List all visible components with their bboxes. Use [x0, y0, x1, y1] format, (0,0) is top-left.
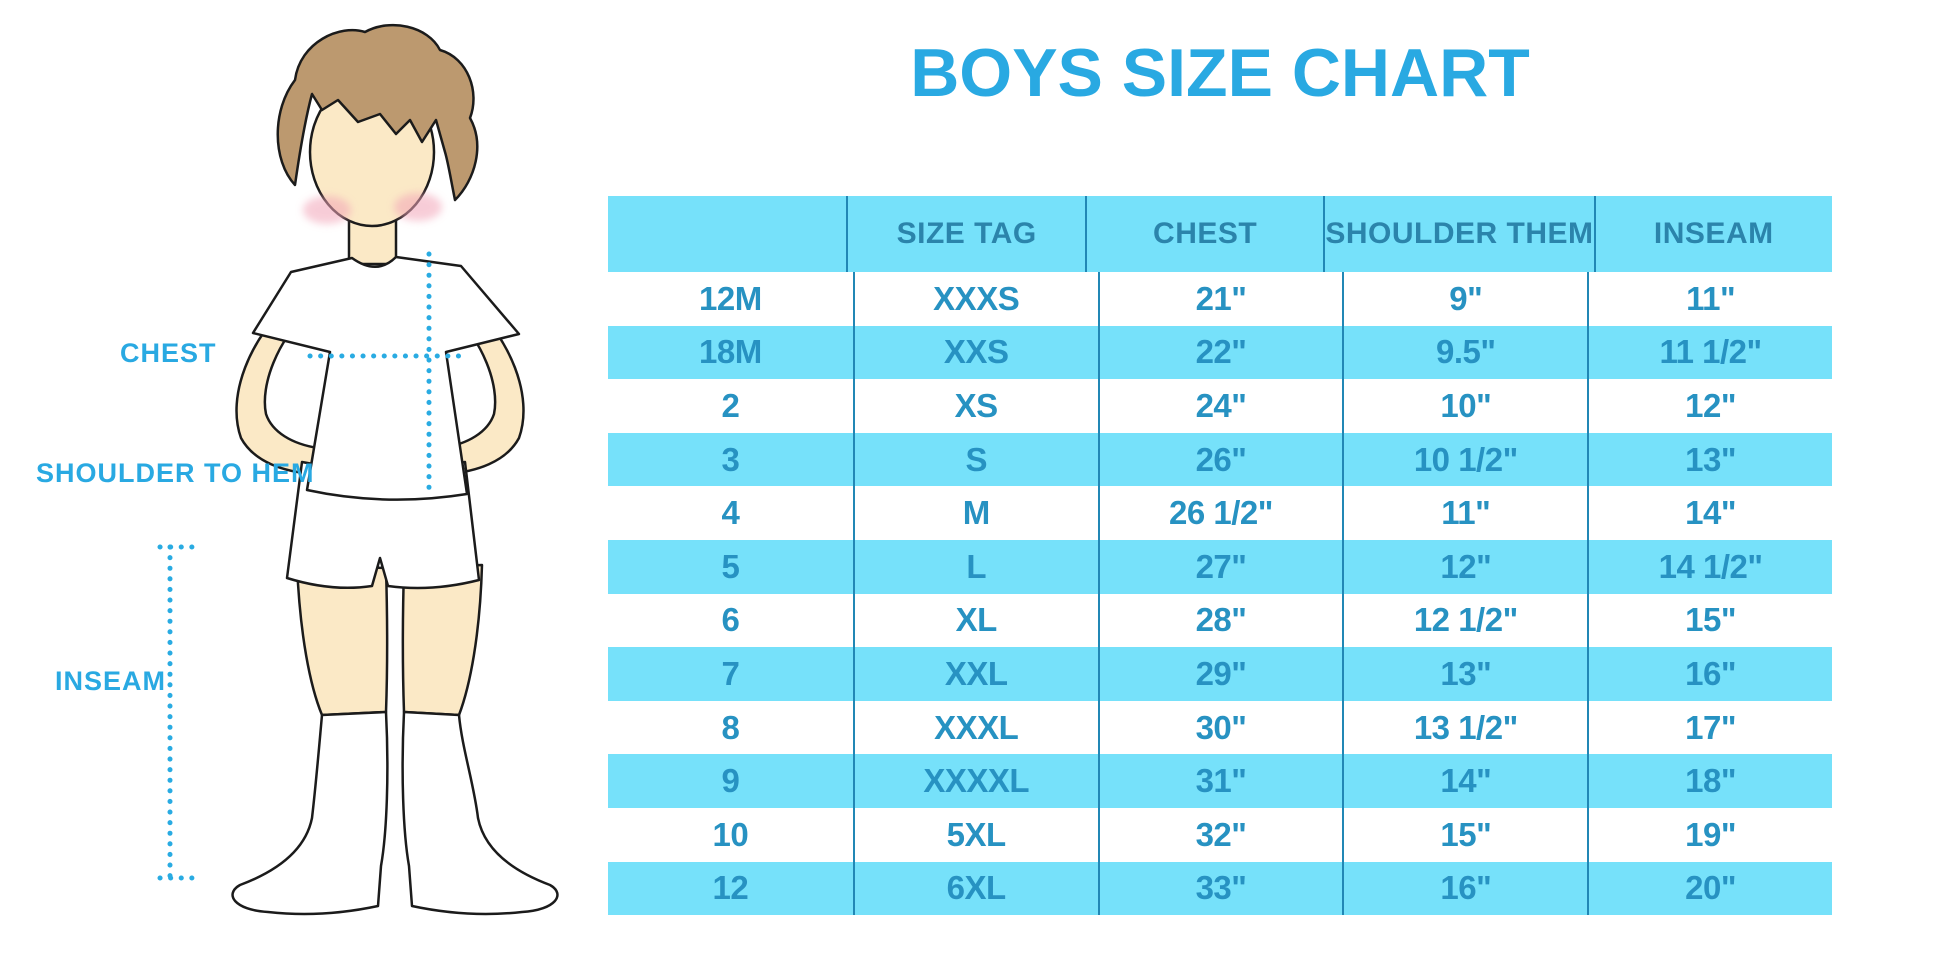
table-cell: 19": [1587, 807, 1832, 862]
chest-label: CHEST: [120, 338, 217, 368]
boy-figure-illustration: [0, 0, 620, 973]
table-cell: 21": [1097, 272, 1343, 326]
table-cell: 13": [1342, 647, 1587, 701]
table-cell: 12": [1587, 379, 1832, 433]
table-cell: 2: [721, 386, 740, 424]
table-cell: 33": [1097, 861, 1343, 916]
table-cell: XXL: [852, 647, 1098, 701]
right-blush: [394, 193, 442, 221]
table-cell: 12M: [699, 279, 762, 317]
t-shirt: [251, 255, 521, 501]
table-cell: 11": [1342, 486, 1587, 540]
table-row: 3 S 26" 10 1/2" 13": [608, 432, 1832, 487]
table-cell: 12": [1342, 539, 1587, 594]
table-cell: 26 1/2": [1097, 486, 1343, 540]
table-row: 12 6XL 33" 16" 20": [608, 861, 1832, 916]
table-cell: 10 1/2": [1342, 432, 1587, 487]
table-cell: 11": [1587, 272, 1832, 326]
column-header: SHOULDER THEM: [1323, 196, 1593, 272]
table-cell: 15": [1342, 807, 1587, 862]
table-header-row: SIZE TAG CHEST SHOULDER THEM INSEAM: [608, 196, 1832, 272]
table-cell: 26": [1097, 432, 1343, 487]
table-cell: 9: [721, 762, 740, 800]
table-cell: 20": [1587, 861, 1832, 916]
table-row: 5 L 27" 12" 14 1/2": [608, 539, 1832, 594]
table-cell: 10: [712, 815, 749, 853]
table-cell: 5: [721, 547, 740, 585]
table-cell: 4: [721, 494, 740, 532]
table-cell: 11 1/2": [1587, 325, 1832, 380]
table-cell: 15": [1587, 593, 1832, 648]
table-cell: XXXL: [852, 700, 1098, 755]
inseam-label: INSEAM: [55, 666, 167, 696]
table-cell: 9": [1342, 272, 1587, 326]
table-row: 6 XL 28" 12 1/2" 15": [608, 593, 1832, 648]
column-header: CHEST: [1084, 196, 1323, 272]
table-row: 12M XXXS 21" 9" 11": [608, 272, 1832, 326]
table-cell: S: [852, 432, 1098, 487]
table-cell: 17": [1587, 700, 1832, 755]
table-cell: XXS: [852, 325, 1098, 380]
shoulder-to-hem-label: SHOULDER TO HEM: [36, 458, 315, 488]
table-cell: XL: [852, 593, 1098, 648]
column-header: SIZE TAG: [846, 196, 1084, 272]
table-cell: 24": [1097, 379, 1343, 433]
right-sock-foot: [401, 710, 559, 916]
table-cell: 32": [1097, 807, 1343, 862]
table-cell: XXXS: [852, 272, 1098, 326]
table-row: 7 XXL 29" 13" 16": [608, 647, 1832, 701]
table-cell: 16": [1342, 861, 1587, 916]
table-cell: 3: [721, 440, 740, 478]
table-row: 18M XXS 22" 9.5" 11 1/2": [608, 325, 1832, 380]
table-cell: 16": [1587, 647, 1832, 701]
table-cell: 6XL: [852, 861, 1098, 916]
table-cell: 5XL: [852, 807, 1098, 862]
table-cell: 14": [1587, 486, 1832, 540]
table-cell: XXXXL: [852, 754, 1098, 808]
left-blush: [303, 196, 351, 224]
table-row: 8 XXXL 30" 13 1/2" 17": [608, 700, 1832, 755]
table-cell: 14 1/2": [1587, 539, 1832, 594]
page-title: BOYS SIZE CHART: [910, 35, 1530, 111]
table-row: 4 M 26 1/2" 11" 14": [608, 486, 1832, 540]
table-cell: 18M: [699, 333, 762, 371]
table-cell: 12: [712, 869, 749, 907]
table-cell: XS: [852, 379, 1098, 433]
table-cell: 12 1/2": [1342, 593, 1587, 648]
table-cell: 9.5": [1342, 325, 1587, 380]
table-cell: 30": [1097, 700, 1343, 755]
table-cell: 10": [1342, 379, 1587, 433]
table-cell: M: [852, 486, 1098, 540]
table-row: 10 5XL 32" 15" 19": [608, 807, 1832, 862]
table-cell: 14": [1342, 754, 1587, 808]
table-cell: 13": [1587, 432, 1832, 487]
table-cell: 8: [721, 708, 740, 746]
table-row: 2 XS 24" 10" 12": [608, 379, 1832, 433]
column-header: [608, 196, 846, 272]
table-cell: 7: [721, 654, 740, 692]
column-header: INSEAM: [1593, 196, 1832, 272]
table-cell: 22": [1097, 325, 1343, 380]
left-sock-foot: [231, 710, 389, 916]
hair: [276, 23, 479, 202]
size-table: SIZE TAG CHEST SHOULDER THEM INSEAM 12M XXXS…: [608, 196, 1832, 916]
table-cell: 18": [1587, 754, 1832, 808]
table-cell: 13 1/2": [1342, 700, 1587, 755]
table-cell: 31": [1097, 754, 1343, 808]
boy-figure-svg: [157, 23, 559, 916]
table-cell: 6: [721, 601, 740, 639]
table-cell: 29": [1097, 647, 1343, 701]
table-cell: 28": [1097, 593, 1343, 648]
table-row: 9 XXXXL 31" 14" 18": [608, 754, 1832, 808]
table-cell: 27": [1097, 539, 1343, 594]
table-cell: L: [852, 539, 1098, 594]
